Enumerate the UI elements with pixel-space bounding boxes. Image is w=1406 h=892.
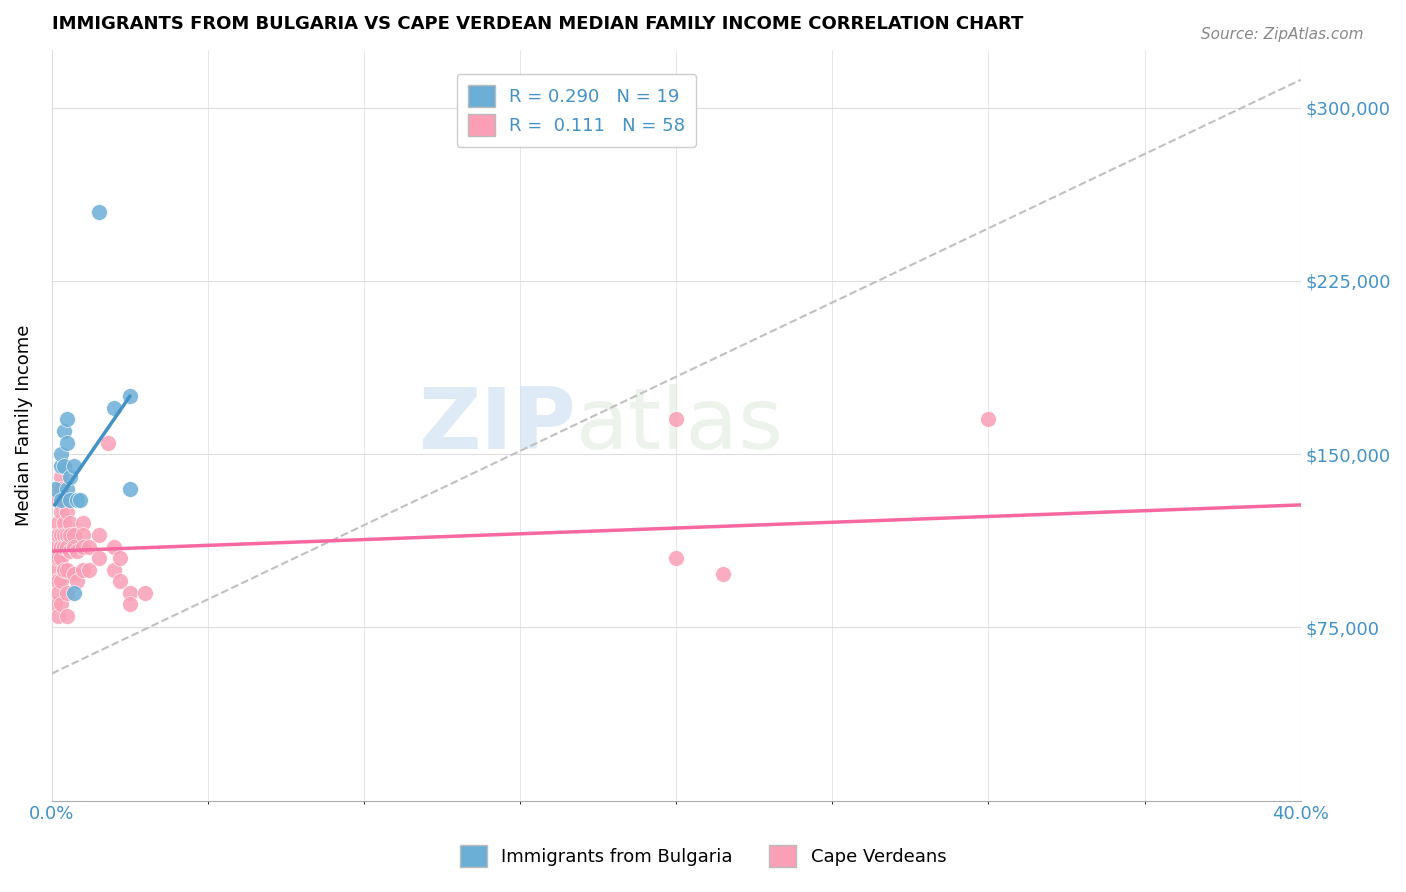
Point: [118, 585, 141, 599]
Point: [44, 482, 66, 496]
Point: [103, 401, 125, 415]
Point: [49, 574, 72, 589]
Point: [49, 458, 72, 473]
Point: [49, 505, 72, 519]
Point: [87, 204, 110, 219]
Point: [77, 563, 100, 577]
Point: [62, 540, 84, 554]
Point: [56, 505, 79, 519]
Point: [53, 493, 76, 508]
Legend: R = 0.290   N = 19, R =  0.111   N = 58: R = 0.290 N = 19, R = 0.111 N = 58: [457, 74, 696, 147]
Point: [87, 551, 110, 566]
Point: [46, 574, 69, 589]
Point: [44, 540, 66, 554]
Point: [87, 528, 110, 542]
Point: [44, 597, 66, 611]
Point: [665, 551, 688, 566]
Point: [62, 528, 84, 542]
Point: [46, 551, 69, 566]
Point: [53, 458, 76, 473]
Point: [977, 412, 1000, 426]
Point: [59, 516, 82, 531]
Point: [56, 540, 79, 554]
Point: [53, 516, 76, 531]
Point: [49, 470, 72, 484]
Point: [53, 563, 76, 577]
Point: [46, 516, 69, 531]
Point: [56, 482, 79, 496]
Point: [118, 482, 141, 496]
Y-axis label: Median Family Income: Median Family Income: [15, 325, 32, 526]
Point: [77, 540, 100, 554]
Text: atlas: atlas: [576, 384, 785, 467]
Point: [46, 493, 69, 508]
Point: [110, 574, 132, 589]
Point: [49, 447, 72, 461]
Point: [53, 528, 76, 542]
Point: [72, 516, 94, 531]
Point: [665, 412, 688, 426]
Point: [110, 551, 132, 566]
Point: [66, 574, 89, 589]
Point: [62, 567, 84, 582]
Point: [49, 551, 72, 566]
Point: [66, 493, 89, 508]
Point: [46, 585, 69, 599]
Point: [56, 563, 79, 577]
Point: [97, 435, 120, 450]
Point: [118, 389, 141, 403]
Point: [56, 412, 79, 426]
Point: [46, 528, 69, 542]
Text: IMMIGRANTS FROM BULGARIA VS CAPE VERDEAN MEDIAN FAMILY INCOME CORRELATION CHART: IMMIGRANTS FROM BULGARIA VS CAPE VERDEAN…: [52, 15, 1024, 33]
Point: [49, 493, 72, 508]
Point: [49, 482, 72, 496]
Point: [59, 528, 82, 542]
Point: [53, 424, 76, 438]
Point: [69, 493, 91, 508]
Point: [103, 540, 125, 554]
Point: [56, 528, 79, 542]
Text: Source: ZipAtlas.com: Source: ZipAtlas.com: [1201, 27, 1364, 42]
Point: [44, 563, 66, 577]
Point: [49, 540, 72, 554]
Text: ZIP: ZIP: [419, 384, 576, 467]
Point: [53, 540, 76, 554]
Point: [72, 540, 94, 554]
Point: [711, 567, 734, 582]
Point: [59, 470, 82, 484]
Point: [56, 585, 79, 599]
Point: [72, 528, 94, 542]
Point: [134, 585, 156, 599]
Point: [62, 585, 84, 599]
Point: [72, 563, 94, 577]
Point: [49, 597, 72, 611]
Point: [56, 435, 79, 450]
Point: [59, 544, 82, 558]
Point: [103, 563, 125, 577]
Legend: Immigrants from Bulgaria, Cape Verdeans: Immigrants from Bulgaria, Cape Verdeans: [453, 838, 953, 874]
Point: [59, 493, 82, 508]
Point: [46, 608, 69, 623]
Point: [66, 544, 89, 558]
Point: [118, 597, 141, 611]
Point: [56, 608, 79, 623]
Point: [49, 528, 72, 542]
Point: [62, 458, 84, 473]
Point: [44, 574, 66, 589]
